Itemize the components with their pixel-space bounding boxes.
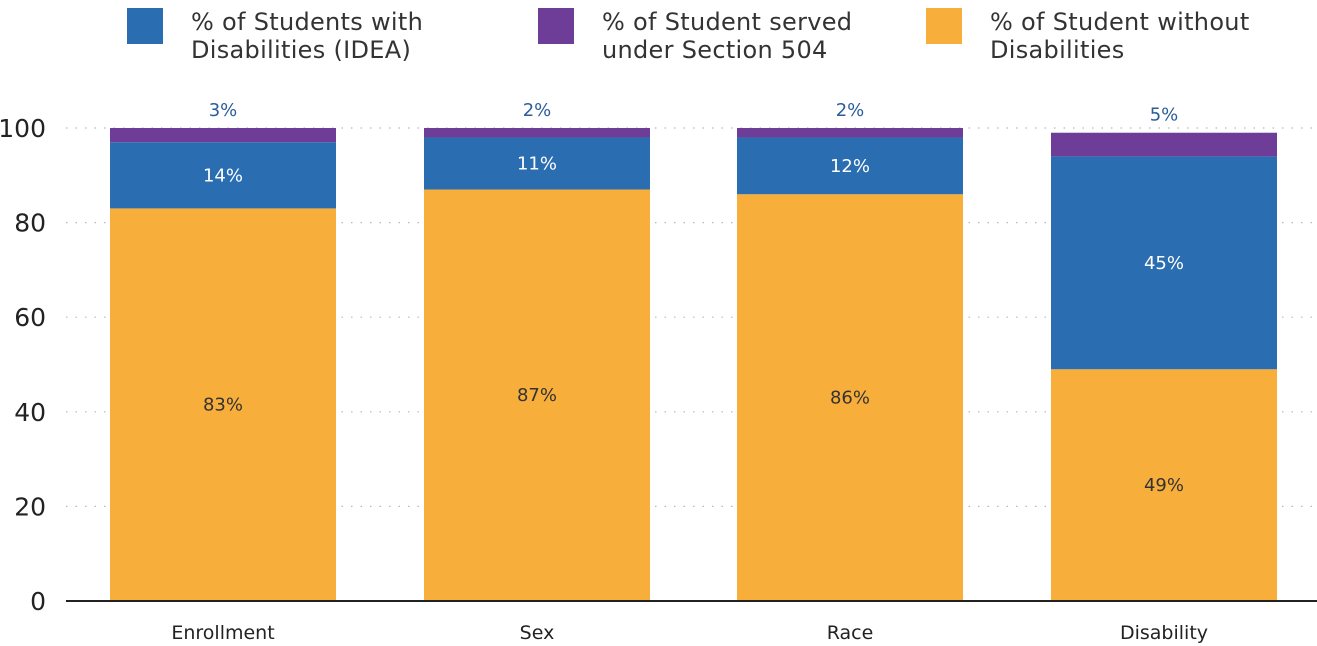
bar-segment-enrollment-0 bbox=[110, 208, 336, 601]
data-label: 11% bbox=[517, 153, 557, 174]
bar-segment-disability-2 bbox=[1051, 132, 1277, 157]
legend-item-idea: % of Students with Disabilities (IDEA) bbox=[127, 8, 491, 64]
data-label: 86% bbox=[830, 388, 870, 409]
bar-segment-disability-1 bbox=[1051, 156, 1277, 370]
x-category-label: Race bbox=[827, 622, 874, 644]
x-category-label: Sex bbox=[520, 622, 555, 644]
bar-segment-sex-1 bbox=[424, 137, 650, 190]
legend-item-504: % of Student served under Section 504 bbox=[538, 8, 902, 64]
data-label: 45% bbox=[1144, 253, 1184, 274]
x-category-label: Enrollment bbox=[171, 622, 274, 644]
y-tick-label: 20 bbox=[14, 492, 46, 521]
bar-segment-race-1 bbox=[737, 137, 963, 195]
data-label: 49% bbox=[1144, 475, 1184, 496]
legend-label-idea: % of Students with Disabilities (IDEA) bbox=[191, 8, 424, 64]
bar-segment-race-2 bbox=[737, 128, 963, 138]
bar-segment-enrollment-2 bbox=[110, 128, 336, 143]
data-label: 14% bbox=[203, 165, 243, 186]
data-label: 87% bbox=[517, 385, 557, 406]
bar-segment-disability-0 bbox=[1051, 369, 1277, 601]
data-label: 83% bbox=[203, 395, 243, 416]
bar-segment-race-0 bbox=[737, 194, 963, 601]
data-label: 5% bbox=[1150, 105, 1179, 126]
data-label: 2% bbox=[523, 100, 552, 121]
legend-swatch-504 bbox=[538, 8, 574, 44]
legend-label-without-disabilities: % of Student without Disabilities bbox=[990, 8, 1250, 64]
y-tick-label: 0 bbox=[30, 587, 46, 616]
bar-segment-sex-2 bbox=[424, 128, 650, 138]
y-tick-label: 40 bbox=[14, 398, 46, 427]
data-label: 12% bbox=[830, 156, 870, 177]
y-tick-label: 80 bbox=[14, 209, 46, 238]
legend-swatch-without-disabilities bbox=[926, 8, 962, 44]
bar-segment-sex-0 bbox=[424, 189, 650, 602]
data-label: 3% bbox=[209, 100, 238, 121]
y-tick-label: 60 bbox=[14, 303, 46, 332]
x-category-label: Disability bbox=[1120, 622, 1208, 644]
legend-label-504: % of Student served under Section 504 bbox=[602, 8, 853, 64]
data-label: 2% bbox=[836, 100, 865, 121]
legend-item-without-disabilities: % of Student without Disabilities bbox=[926, 8, 1317, 64]
legend-swatch-idea bbox=[127, 8, 163, 44]
bar-segment-enrollment-1 bbox=[110, 142, 336, 209]
y-tick-label: 100 bbox=[0, 114, 46, 143]
